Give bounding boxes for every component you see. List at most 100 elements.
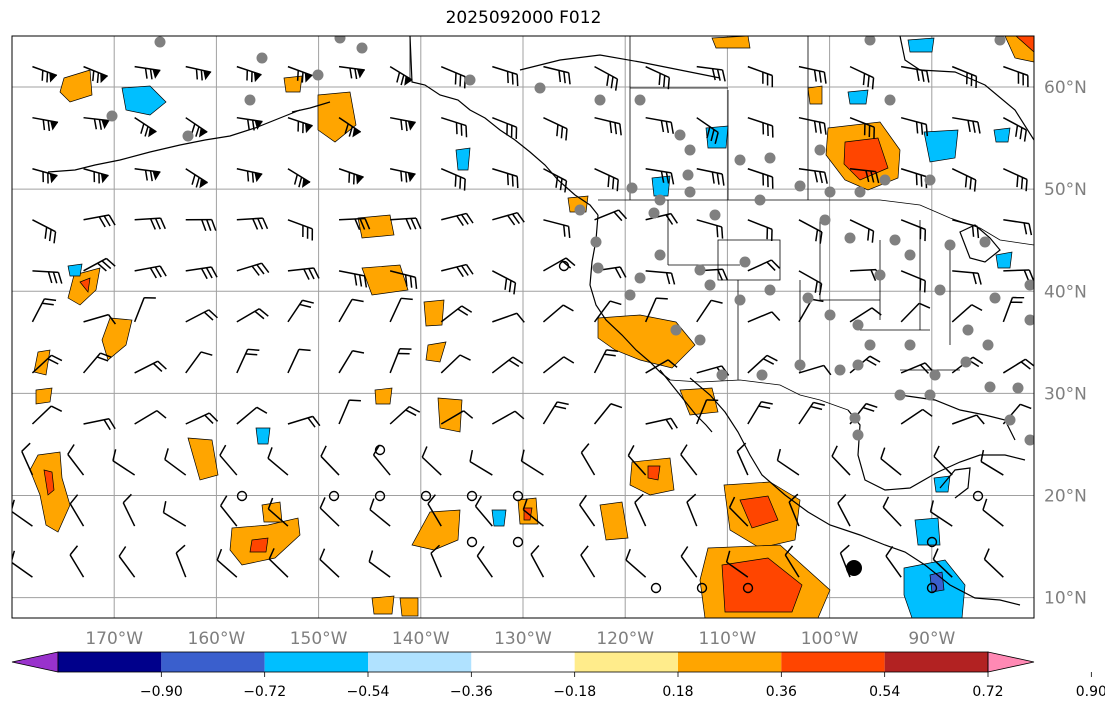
- wind-barb: [469, 449, 493, 476]
- anomaly-patch: [371, 595, 395, 615]
- calm-circle: [374, 490, 386, 502]
- station-dot: [256, 52, 268, 64]
- colorbar-tick-label: 0.90: [1076, 684, 1105, 700]
- wind-barb: [594, 116, 622, 136]
- wind-barb: [32, 270, 63, 284]
- station-dot: [764, 152, 776, 164]
- wind-barb: [21, 442, 34, 476]
- calm-wind-circles: [236, 260, 984, 594]
- anomaly-patch: [101, 317, 133, 361]
- station-dot: [764, 284, 776, 296]
- wind-barb: [932, 548, 953, 578]
- wind-barb: [593, 349, 619, 374]
- canada-provincial: [629, 36, 809, 200]
- calm-circle: [420, 490, 432, 502]
- station-dot: [590, 236, 602, 248]
- station-dot: [934, 284, 946, 296]
- wind-barb: [952, 219, 980, 239]
- colorbar-tick-label: −0.90: [140, 684, 183, 700]
- wind-barb: [837, 493, 851, 527]
- wind-barb: [1003, 65, 1029, 88]
- latitude-label: 10°N: [1044, 589, 1087, 609]
- wind-barb: [1002, 358, 1034, 374]
- station-dot: [592, 262, 604, 274]
- station-dot: [654, 194, 666, 206]
- wind-barb: [798, 167, 828, 184]
- anomaly-patch: [425, 341, 447, 363]
- wind-barb: [747, 311, 781, 323]
- wind-barb: [185, 351, 213, 374]
- wind-barb: [338, 117, 362, 138]
- wind-barb: [645, 212, 679, 225]
- wind-barb: [831, 445, 851, 476]
- wind-barb: [1002, 296, 1025, 323]
- wind-barb: [543, 168, 568, 193]
- wind-barb: [134, 410, 167, 425]
- calm-circle: [466, 536, 478, 548]
- colorbar-tick-label: −0.36: [450, 684, 493, 700]
- wind-barb: [31, 298, 57, 323]
- station-dot: [944, 239, 956, 251]
- wind-barb: [32, 168, 58, 184]
- anomaly-patch: [437, 397, 463, 433]
- wind-barb: [530, 545, 545, 578]
- station-dot: [670, 324, 682, 336]
- wind-barb: [696, 299, 723, 323]
- wind-barb: [164, 448, 187, 476]
- colorbar-tick-label: 0.72: [972, 684, 1003, 700]
- wind-barb: [798, 116, 827, 135]
- station-dot: [989, 292, 1001, 304]
- gulf-coast: [847, 409, 1026, 491]
- colorbar-segment: [471, 652, 575, 672]
- anomaly-patch: [993, 127, 1011, 143]
- colorbar-segment: [781, 652, 885, 672]
- wind-barb: [951, 304, 983, 323]
- wind-barb: [952, 116, 981, 134]
- longitude-label: 170°W: [85, 629, 143, 649]
- wind-barb: [441, 263, 474, 278]
- colorbar-extend-low: [11, 651, 59, 673]
- wind-barb: [82, 352, 112, 374]
- wind-barb: [287, 116, 313, 134]
- colorbar-tick-label: 0.18: [662, 684, 693, 700]
- wind-barb: [268, 548, 289, 578]
- station-dot: [1024, 314, 1034, 326]
- station-dot: [648, 207, 660, 219]
- wind-barb: [69, 494, 85, 527]
- wind-barb: [645, 65, 671, 90]
- wind-barb: [320, 445, 340, 476]
- anomaly-patch: [43, 469, 55, 496]
- wind-barb: [747, 116, 774, 138]
- wind-barb: [185, 412, 219, 425]
- longitude-label: 150°W: [290, 629, 348, 649]
- wind-barb: [594, 65, 619, 91]
- wind-barb: [12, 499, 33, 527]
- wind-barb: [542, 356, 575, 374]
- wind-barb: [267, 447, 289, 476]
- station-dot: [819, 214, 831, 226]
- wind-barb: [389, 65, 413, 86]
- wind-barb: [849, 219, 875, 243]
- calm-circle: [466, 490, 478, 502]
- latitude-label: 20°N: [1044, 486, 1087, 506]
- wind-barb: [491, 356, 524, 374]
- wind-barb: [389, 270, 418, 289]
- wind-barb: [696, 65, 726, 82]
- anomaly-patch: [847, 89, 869, 105]
- anomaly-patch: [491, 509, 507, 527]
- anomaly-patch: [121, 85, 167, 116]
- wind-barb: [747, 354, 778, 374]
- aleutian-chain: [47, 109, 301, 173]
- map-area[interactable]: [8, 33, 1036, 619]
- wind-barb: [542, 401, 569, 425]
- wind-barb: [185, 309, 218, 323]
- colorbar-segment: [368, 652, 472, 672]
- political-borders: [409, 36, 1034, 411]
- colorbar-segment: [161, 652, 265, 672]
- wind-barb: [441, 212, 474, 226]
- wind-barb: [798, 219, 823, 244]
- station-dot: [962, 324, 974, 336]
- wind-barb: [440, 168, 466, 191]
- station-dot: [734, 294, 746, 306]
- station-dot: [904, 339, 916, 351]
